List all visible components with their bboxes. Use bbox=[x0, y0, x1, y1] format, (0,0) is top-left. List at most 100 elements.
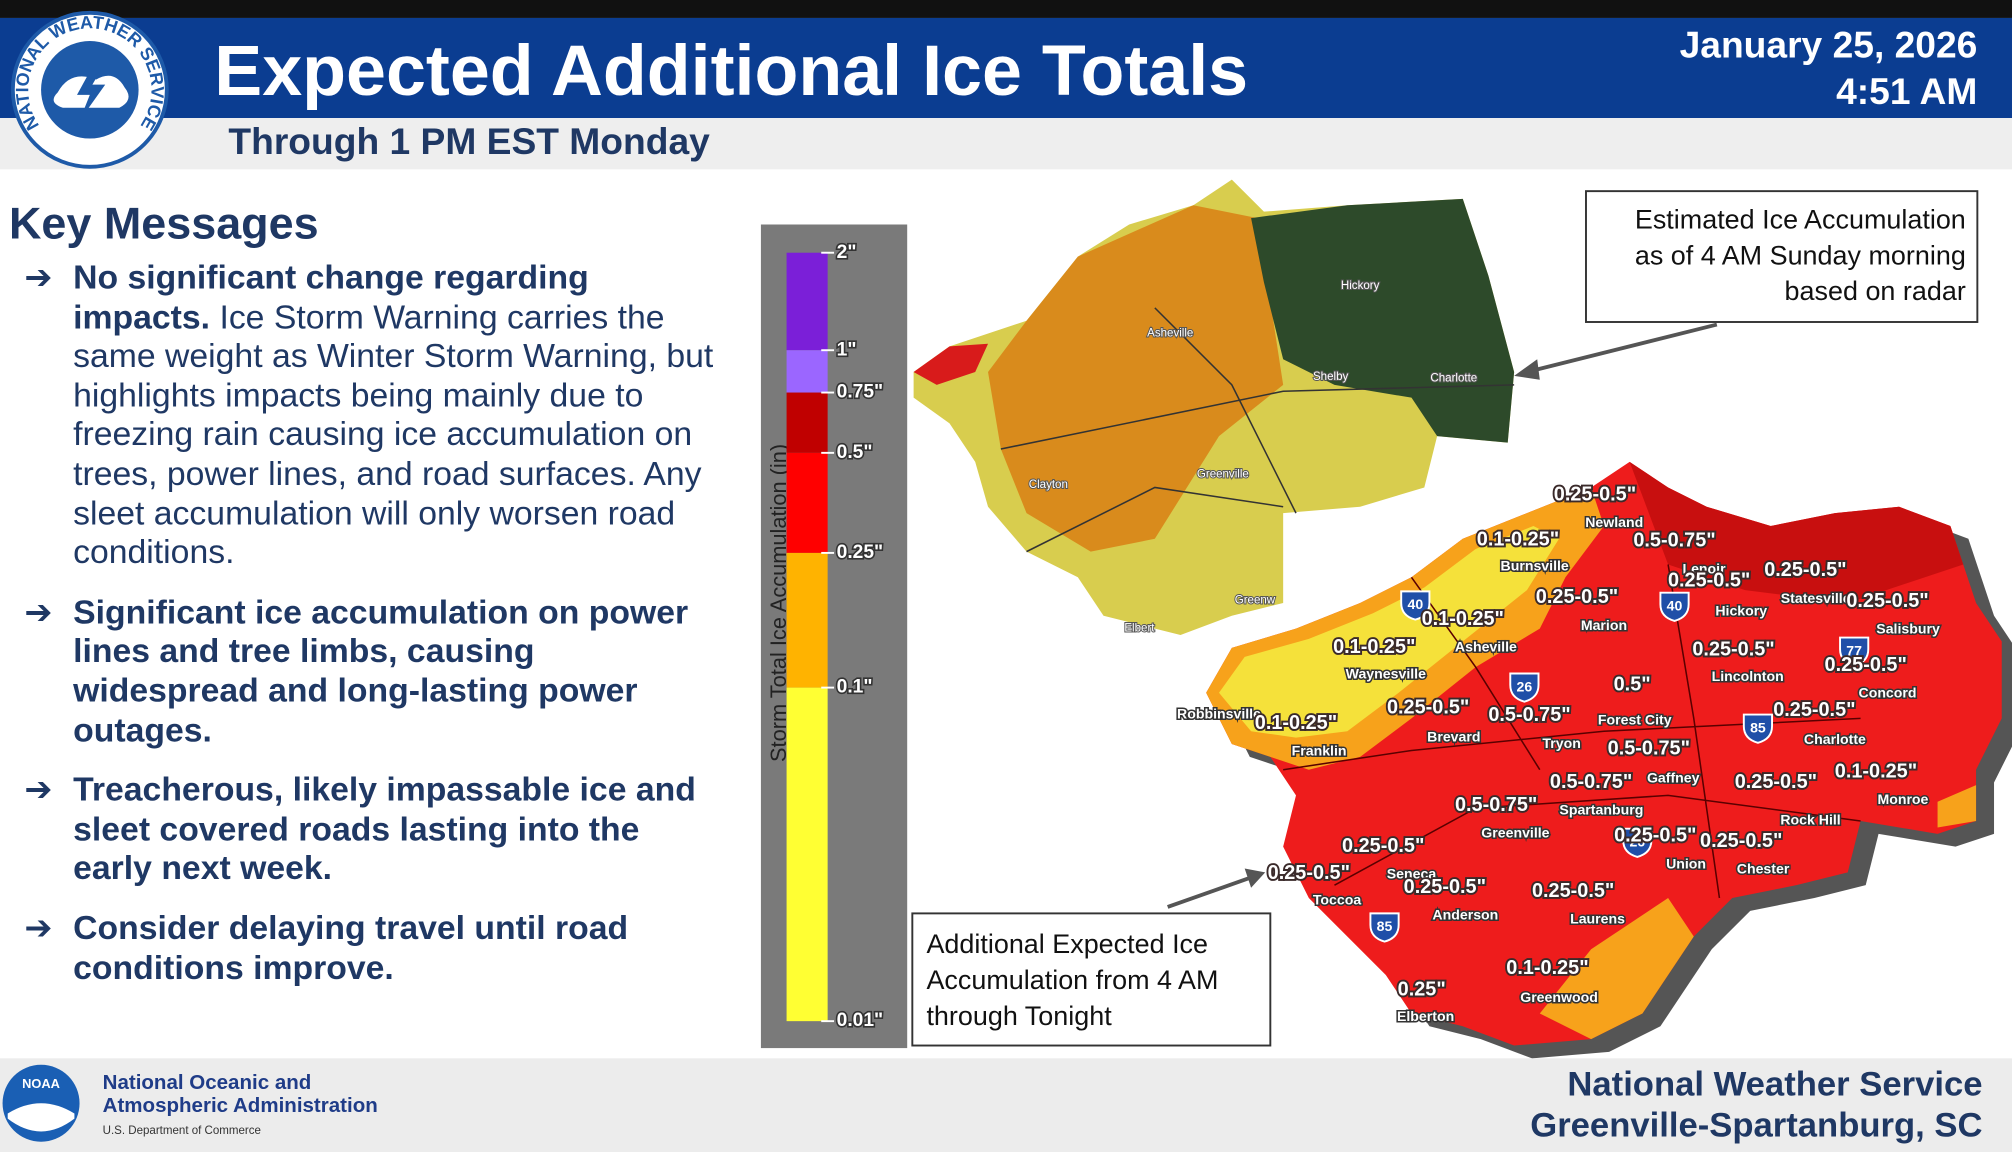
ice-amount: 0.25" bbox=[1398, 979, 1446, 1001]
legend-band bbox=[786, 392, 828, 453]
ice-amount: 0.25-0.5" bbox=[1846, 590, 1928, 612]
upper-city: Greenw bbox=[1235, 594, 1276, 606]
interstate-number: 85 bbox=[1377, 918, 1393, 934]
interstate-shield bbox=[1400, 590, 1431, 621]
upper-green bbox=[1251, 198, 1515, 443]
upper-city: Clayton bbox=[1029, 479, 1068, 491]
title: Expected Additional Ice Totals bbox=[214, 31, 1248, 111]
legend-tick-label: 0.5" bbox=[837, 442, 873, 463]
ice-amount: 0.1-0.25" bbox=[1835, 761, 1917, 783]
message-bold: Consider delaying travel until road cond… bbox=[73, 908, 629, 986]
lower-arrow bbox=[1167, 875, 1252, 909]
ice-amount: 0.25-0.5" bbox=[1692, 639, 1774, 661]
ice-amount: 0.5-0.75" bbox=[1633, 530, 1715, 552]
city: Monroe bbox=[1877, 791, 1928, 807]
lower-boundaries bbox=[1283, 564, 1861, 899]
upper-arrowhead bbox=[1514, 359, 1540, 380]
upper-city: Asheville bbox=[1147, 328, 1193, 340]
office-line: National Weather Service bbox=[1567, 1066, 1982, 1104]
city: Toccoa bbox=[1313, 891, 1362, 907]
interstate-shield bbox=[1509, 672, 1540, 703]
noaa-logo: NOAA bbox=[2, 1064, 80, 1142]
message-bold: No significant change regarding impacts. bbox=[73, 257, 589, 336]
upper-callout bbox=[1514, 190, 1979, 380]
city: Gaffney bbox=[1647, 769, 1700, 785]
ice-amount: 0.5-0.75" bbox=[1455, 794, 1537, 816]
interstate-shield bbox=[1622, 827, 1653, 858]
city: Elberton bbox=[1397, 1008, 1454, 1024]
legend-box bbox=[760, 224, 908, 1049]
lower-darkred bbox=[1629, 461, 1964, 603]
ice-amount: 0.25-0.5" bbox=[1342, 835, 1424, 857]
lower-orange-south bbox=[1539, 897, 1694, 1040]
upper-orange bbox=[988, 205, 1284, 552]
top-strip bbox=[0, 0, 2012, 18]
upper-boundaries bbox=[1000, 307, 1515, 553]
message-list: No significant change regarding impacts.… bbox=[9, 258, 740, 987]
legend-band bbox=[786, 552, 828, 688]
city: Brevard bbox=[1427, 728, 1480, 744]
ice-amount: 0.5-0.75" bbox=[1550, 771, 1632, 793]
city: Asheville bbox=[1455, 639, 1517, 655]
upper-city: Hickory bbox=[1341, 280, 1380, 292]
interstate-shield bbox=[1659, 591, 1690, 622]
legend-tick-label: 2" bbox=[837, 242, 857, 263]
city: Robbinsville bbox=[1177, 705, 1261, 721]
interstate-number: 40 bbox=[1667, 598, 1683, 614]
key-messages-heading: Key Messages bbox=[8, 198, 319, 249]
city: Lenoir bbox=[1682, 560, 1726, 576]
ice-amount: 0.25-0.5" bbox=[1773, 699, 1855, 721]
ice-amount: 0.25-0.5" bbox=[1764, 559, 1846, 581]
city: Rock Hill bbox=[1780, 812, 1840, 828]
city: Greenwood bbox=[1520, 989, 1598, 1005]
subtitle-bar bbox=[0, 118, 2012, 170]
ice-amount: 0.1-0.25" bbox=[1333, 636, 1415, 658]
ice-amount: 0.5" bbox=[1614, 673, 1651, 695]
upper-city: Elbert bbox=[1124, 623, 1155, 635]
legend: Storm Total Ice Accumulation (in) 2"1"0.… bbox=[760, 224, 908, 1049]
ice-amount: 0.1-0.25" bbox=[1255, 712, 1337, 734]
legend-tick-label: 0.75" bbox=[837, 382, 884, 403]
ice-amount: 0.1-0.25" bbox=[1422, 608, 1504, 630]
lower-orange-east bbox=[1937, 785, 1977, 828]
interstate-shield bbox=[1369, 912, 1400, 943]
legend-band bbox=[786, 350, 828, 393]
upper-city: Shelby bbox=[1313, 371, 1348, 383]
legend-band bbox=[786, 252, 828, 351]
city: Seneca bbox=[1387, 866, 1437, 882]
upper-callout-line: Estimated Ice Accumulation bbox=[1635, 204, 1966, 234]
ice-amount: 0.5-0.75" bbox=[1608, 737, 1690, 759]
city: Laurens bbox=[1570, 911, 1625, 927]
lower-callout-line: Additional Expected Ice bbox=[926, 929, 1208, 959]
time: 4:51 AM bbox=[1836, 70, 1977, 112]
upper-callout-box bbox=[1585, 190, 1979, 323]
interstate-number: 85 bbox=[1750, 719, 1766, 735]
upper-callout-line: as of 4 AM Sunday morning bbox=[1635, 240, 1966, 270]
ice-amount: 0.25-0.5" bbox=[1532, 880, 1614, 902]
office-line: Greenville-Spartanburg, SC bbox=[1530, 1107, 1982, 1145]
message-bold: Significant ice accumulation on power li… bbox=[73, 592, 689, 749]
ice-amount: 0.25-0.5" bbox=[1825, 654, 1907, 676]
legend-tick-label: 0.25" bbox=[837, 542, 884, 563]
ice-amount: 0.25-0.5" bbox=[1735, 771, 1817, 793]
lower-callout bbox=[911, 868, 1272, 1047]
nws-logo: NATIONAL WEATHER SERVICE bbox=[10, 10, 169, 169]
department: U.S. Department of Commerce bbox=[103, 1125, 261, 1137]
ice-amount: 0.25-0.5" bbox=[1668, 569, 1750, 591]
upper-callout-line: based on radar bbox=[1785, 276, 1966, 306]
city: Chester bbox=[1737, 861, 1790, 877]
message: Significant ice accumulation on power li… bbox=[9, 592, 728, 749]
city: Salisbury bbox=[1876, 621, 1940, 637]
message: Consider delaying travel until road cond… bbox=[9, 908, 728, 986]
interstate-number: 40 bbox=[1407, 596, 1423, 612]
interstate-number: 26 bbox=[1517, 678, 1533, 694]
legend-tick-label: 0.01" bbox=[837, 1010, 884, 1031]
ice-amount: 0.5-0.75" bbox=[1488, 704, 1570, 726]
city: Burnsville bbox=[1501, 558, 1569, 574]
city: Newland bbox=[1585, 514, 1643, 530]
city: Tryon bbox=[1542, 735, 1580, 751]
city: Franklin bbox=[1292, 742, 1347, 758]
ice-amount: 0.25-0.5" bbox=[1614, 825, 1696, 847]
upper-city: Charlotte bbox=[1430, 372, 1477, 384]
